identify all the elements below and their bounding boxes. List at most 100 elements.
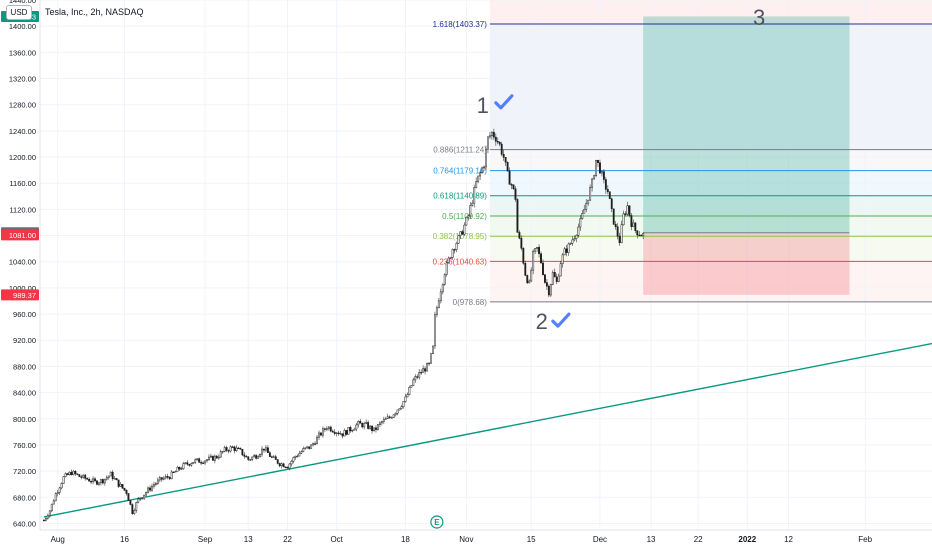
candle-body xyxy=(408,387,411,395)
candle-body xyxy=(481,167,484,173)
candle-body xyxy=(121,484,124,489)
candle-body xyxy=(514,188,517,200)
candle-body xyxy=(406,394,409,398)
candle-body xyxy=(593,175,595,180)
candle-body xyxy=(225,447,228,451)
earnings-icon xyxy=(430,515,444,529)
price-tick-label: 1000.00 xyxy=(9,284,36,293)
candle-body xyxy=(192,462,195,464)
candle-body xyxy=(245,456,248,458)
candle-body xyxy=(94,478,96,482)
candle-body xyxy=(433,314,436,347)
candle-body xyxy=(221,451,224,453)
stop-zone xyxy=(643,232,850,295)
candle-body xyxy=(573,238,576,241)
time-tick-label: 13 xyxy=(647,535,656,544)
candle-body xyxy=(453,249,456,251)
candle-body xyxy=(599,162,601,174)
candle-body xyxy=(82,474,85,478)
candle-body xyxy=(56,492,59,494)
candle-body xyxy=(276,459,279,464)
time-tick-label: 18 xyxy=(401,535,410,544)
candle-body xyxy=(373,427,375,432)
time-tick-label: 13 xyxy=(244,535,253,544)
candle-body xyxy=(198,458,201,463)
candle-body xyxy=(286,467,289,469)
candle-body xyxy=(428,362,430,365)
price-axis-bg xyxy=(0,0,40,550)
time-tick-label: 22 xyxy=(694,535,703,544)
candle-body xyxy=(404,396,407,402)
candle-body xyxy=(524,262,527,276)
price-tick-label: 840.00 xyxy=(13,389,36,398)
candle-body xyxy=(290,460,293,465)
candle-body xyxy=(363,423,366,428)
currency-button[interactable]: USD xyxy=(6,5,32,20)
candle-body xyxy=(620,224,623,244)
candle-body xyxy=(477,175,480,182)
candle-body xyxy=(282,463,285,468)
candle-body xyxy=(496,141,499,143)
candle-body xyxy=(88,478,91,482)
candle-body xyxy=(382,419,385,422)
time-tick-label: 15 xyxy=(527,535,536,544)
candle-body xyxy=(300,451,303,454)
price-tick-label: 1360.00 xyxy=(9,48,36,57)
candle-body xyxy=(280,463,283,467)
candle-body xyxy=(461,231,464,235)
candle-body xyxy=(636,230,639,236)
candle-body xyxy=(213,455,216,461)
candle-body xyxy=(597,159,599,163)
candle-body xyxy=(518,232,521,239)
candle-body xyxy=(329,426,332,432)
candle-body xyxy=(557,275,560,282)
candle-body xyxy=(471,202,474,206)
candle-body xyxy=(410,385,413,388)
candle-body xyxy=(457,235,460,244)
time-tick-label: 22 xyxy=(283,535,292,544)
candle-body xyxy=(422,368,425,373)
candle-body xyxy=(139,498,142,500)
candle-body xyxy=(479,172,482,177)
candle-body xyxy=(206,459,208,462)
candle-body xyxy=(349,427,352,432)
candle-body xyxy=(547,285,550,296)
price-axis: 640.00 680.00 720.00 760.00 800.00 840.00 880.… xyxy=(0,0,41,550)
candle-body xyxy=(54,493,57,502)
candle-body xyxy=(263,448,265,451)
chart-grid xyxy=(40,0,932,530)
candle-body xyxy=(365,422,368,424)
candle-body xyxy=(380,421,383,424)
candle-body xyxy=(361,423,364,428)
candle-body xyxy=(86,478,89,480)
candle-body xyxy=(516,199,519,233)
candle-body xyxy=(137,498,140,503)
candle-body xyxy=(414,376,417,381)
candle-body xyxy=(217,456,220,459)
candle-body xyxy=(616,226,619,237)
candle-body xyxy=(284,466,287,468)
candle-body xyxy=(443,274,446,285)
candle-body xyxy=(227,450,230,452)
candle-body xyxy=(109,471,112,477)
candle-body xyxy=(162,477,165,480)
candle-body xyxy=(553,272,556,278)
candle-body xyxy=(176,466,179,472)
candle-body xyxy=(257,456,260,459)
candle-body xyxy=(475,181,478,188)
fib-level-label: 0.764(1179.16) xyxy=(433,167,487,176)
candle-body xyxy=(292,457,295,462)
candle-body xyxy=(96,480,98,485)
candle-body xyxy=(492,131,495,138)
wave-1-label: 1 xyxy=(477,93,489,118)
long-position-tool xyxy=(643,16,850,295)
candle-body xyxy=(111,471,114,480)
candle-body xyxy=(510,184,513,186)
price-badge-label: 989.37 xyxy=(13,291,36,300)
candle-body xyxy=(337,432,340,435)
price-tick-label: 1160.00 xyxy=(9,179,36,188)
candle-body xyxy=(402,401,405,407)
fib-band xyxy=(489,23,932,150)
candle-body xyxy=(115,478,118,481)
